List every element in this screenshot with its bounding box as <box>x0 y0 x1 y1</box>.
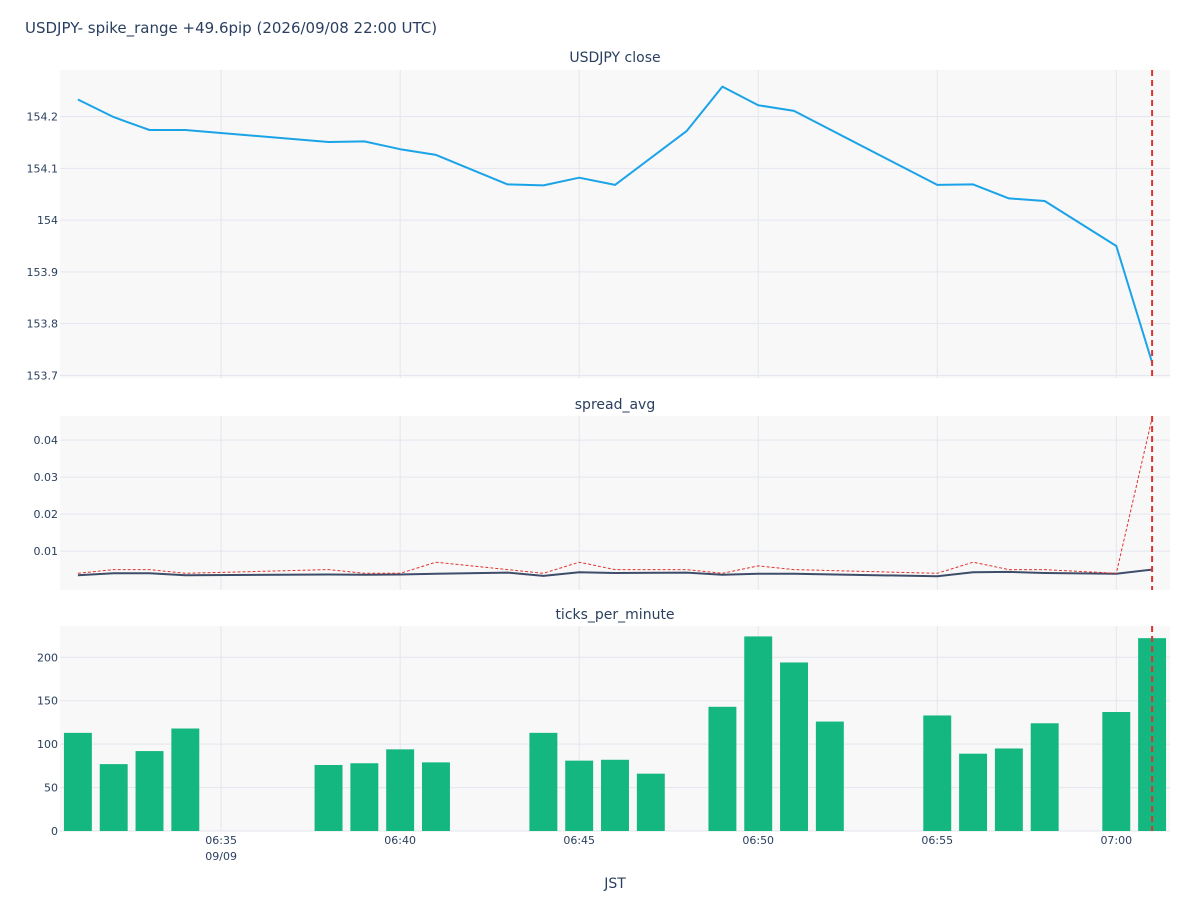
bar <box>171 728 200 831</box>
bar <box>780 662 808 831</box>
y-tick-label: 0.03 <box>34 471 59 484</box>
series-line <box>77 85 1154 363</box>
bar <box>601 759 629 831</box>
x-tick-label: 07:00 <box>1100 834 1132 847</box>
bar <box>959 753 988 831</box>
bar <box>744 636 773 831</box>
bar <box>529 732 558 831</box>
y-tick-label: 0.04 <box>34 434 59 447</box>
y-tick-label: 50 <box>44 782 58 795</box>
bar <box>923 715 952 831</box>
panel-3: 0 50 100 150 200 ticks_per_minute <box>37 607 1170 838</box>
bar <box>636 773 665 831</box>
panel-1: 153.7 153.8 153.9 154 154.1 154.2 USDJPY close <box>27 50 1170 382</box>
series-line <box>77 417 1153 574</box>
y-tick-label: 0 <box>51 825 58 838</box>
figure-title: USDJPY- spike_range +49.6pip (2026/09/08… <box>25 19 438 37</box>
subplot-title: USDJPY close <box>569 50 660 66</box>
bar <box>708 706 737 831</box>
y-tick-label: 0.01 <box>34 545 59 558</box>
bar <box>99 764 128 831</box>
x-axis-label: JST <box>603 876 626 892</box>
plot-area <box>60 416 1170 590</box>
x-tick-label: 06:55 <box>921 834 953 847</box>
y-tick-label: 153.8 <box>27 318 59 331</box>
panel-2: 0.01 0.02 0.03 0.04 spread_avg <box>34 397 1170 590</box>
plot-area <box>60 70 1170 378</box>
subplot-title: spread_avg <box>575 397 655 413</box>
bar <box>314 764 343 831</box>
bar <box>386 749 415 831</box>
y-tick-label: 153.7 <box>27 369 59 382</box>
x-tick-label: 06:35 <box>205 834 237 847</box>
bar <box>994 748 1023 831</box>
bar <box>565 760 594 831</box>
bar <box>63 732 92 831</box>
x-tick-label: 06:50 <box>742 834 774 847</box>
x-tick-sublabel: 09/09 <box>205 850 237 863</box>
bar <box>135 751 164 831</box>
y-tick-label: 153.9 <box>27 266 59 279</box>
subplot-title: ticks_per_minute <box>555 607 674 623</box>
bar <box>815 721 844 831</box>
y-tick-label: 154 <box>37 214 58 227</box>
y-tick-label: 100 <box>37 738 58 751</box>
x-tick-label: 06:45 <box>563 834 595 847</box>
bar <box>422 762 450 831</box>
bar <box>1102 711 1131 831</box>
y-tick-label: 154.1 <box>27 162 59 175</box>
bar <box>1030 723 1059 831</box>
y-tick-label: 0.02 <box>34 508 59 521</box>
y-tick-label: 150 <box>37 695 58 708</box>
y-tick-label: 200 <box>37 651 58 664</box>
series-line <box>77 568 1153 578</box>
bar <box>350 763 379 831</box>
y-tick-label: 154.2 <box>27 111 59 124</box>
x-tick-label: 06:40 <box>384 834 416 847</box>
